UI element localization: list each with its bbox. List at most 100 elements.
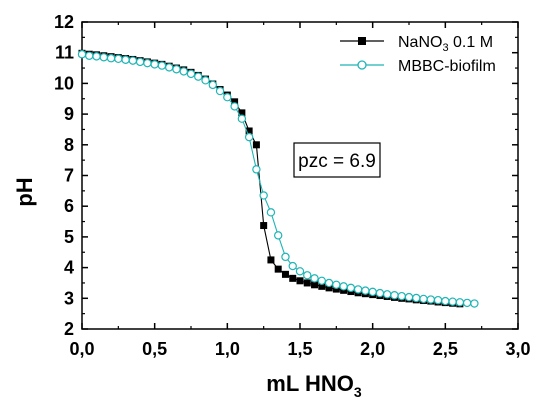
data-point-square: [274, 265, 282, 273]
legend-label-nano3-rest: 0.1 M: [449, 34, 493, 51]
pzc-annotation-text: pzc = 6.9: [298, 151, 376, 172]
y-tick-label: 7: [64, 166, 74, 186]
data-point-circle: [259, 191, 268, 200]
legend-label-nano3-subscript: 3: [442, 42, 448, 54]
data-point-square: [267, 256, 275, 264]
data-point-square: [238, 109, 246, 117]
y-tick-label: 5: [64, 227, 74, 247]
data-point-circle: [441, 296, 450, 306]
data-point-circle: [114, 54, 123, 64]
data-point-circle: [448, 297, 457, 306]
data-point-square: [311, 281, 319, 289]
data-point-circle: [412, 293, 421, 303]
data-point-circle: [281, 252, 290, 262]
data-point-circle: [390, 291, 399, 300]
data-point-circle: [433, 295, 443, 305]
data-point-circle: [121, 55, 130, 64]
y-tick-label: 9: [64, 104, 74, 124]
data-point-circle: [361, 286, 370, 295]
data-point-circle: [230, 102, 239, 111]
data-point-circle: [77, 50, 87, 59]
y-tick-label: 10: [54, 73, 74, 93]
series-nano3: [78, 49, 464, 308]
y-tick-label: 6: [64, 196, 74, 216]
data-point-circle: [164, 63, 174, 72]
legend-entry-mbbc-biofilm: MBBC-biofilm: [340, 58, 496, 75]
data-point-square: [245, 127, 253, 135]
y-tick-label: 8: [64, 135, 74, 155]
data-point-circle: [274, 231, 283, 240]
x-tick-label: 3,0: [505, 339, 530, 359]
data-point-square: [325, 284, 333, 292]
data-point-circle: [353, 285, 363, 294]
legend-marker-filled-square: [358, 37, 366, 45]
data-point-circle: [397, 291, 406, 301]
data-point-circle: [346, 283, 356, 293]
data-point-circle: [99, 53, 109, 62]
data-point-circle: [237, 114, 247, 123]
data-point-square: [303, 279, 311, 287]
data-point-square: [231, 98, 239, 106]
data-point-circle: [106, 54, 116, 63]
series-mbbc-biofilm: [77, 50, 479, 308]
data-point-circle: [128, 56, 138, 65]
data-point-square: [260, 222, 268, 230]
series-line: [81, 52, 460, 305]
x-tick-label: 2,5: [433, 339, 458, 359]
data-point-circle: [172, 65, 181, 74]
data-point-circle: [426, 295, 435, 304]
data-point-circle: [462, 298, 472, 308]
data-point-circle: [295, 267, 305, 276]
data-point-circle: [470, 299, 479, 308]
data-point-circle: [135, 57, 145, 67]
data-point-square: [296, 277, 304, 285]
data-point-circle: [368, 287, 377, 297]
data-point-square: [318, 282, 326, 290]
data-point-circle: [332, 280, 341, 289]
data-point-circle: [310, 274, 319, 283]
data-point-circle: [85, 51, 94, 60]
data-point-circle: [201, 76, 210, 85]
x-tick-label: 1,0: [215, 339, 240, 359]
data-point-circle: [194, 72, 203, 81]
data-point-circle: [157, 61, 167, 70]
data-point-circle: [383, 290, 392, 299]
y-tick-label: 11: [55, 43, 74, 63]
x-tick-label: 1,5: [287, 339, 312, 359]
legend-entry-nano3: NaNO3 0.1 M: [340, 34, 493, 54]
data-point-circle: [143, 58, 152, 68]
data-point-square: [289, 274, 297, 282]
x-axis-label-main: mL HNO: [266, 371, 354, 396]
y-axis-label: pH: [12, 177, 37, 206]
data-point-circle: [419, 294, 428, 304]
data-point-circle: [266, 208, 276, 217]
data-point-circle: [186, 69, 196, 79]
data-point-circle: [455, 298, 465, 307]
axis-ticks: 0,0 0,5 1,0 1,5 2,0 2,5 3,0 2 3 4 5 6 7 8 9 10 11 12: [54, 12, 531, 359]
data-point-circle: [404, 292, 414, 302]
data-point-circle: [179, 67, 188, 76]
x-axis-label-subscript: 3: [354, 384, 362, 398]
data-point-circle: [252, 165, 261, 174]
data-point-circle: [317, 276, 326, 286]
data-point-circle: [215, 86, 225, 96]
x-tick-label: 0,5: [142, 339, 167, 359]
y-tick-label: 2: [64, 319, 74, 339]
data-point-circle: [150, 60, 159, 69]
y-tick-label: 3: [64, 288, 74, 308]
data-point-circle: [92, 52, 101, 61]
y-tick-label: 4: [64, 258, 74, 278]
data-point-circle: [288, 261, 297, 271]
data-point-square: [332, 285, 340, 293]
legend-label-mbbc-biofilm: MBBC-biofilm: [398, 58, 496, 75]
x-tick-label: 0,0: [69, 339, 94, 359]
data-point-circle: [324, 278, 334, 288]
data-point-circle: [244, 132, 254, 142]
data-point-circle: [339, 282, 348, 291]
data-point-circle: [303, 271, 312, 280]
x-axis-label: mL HNO3: [266, 371, 362, 398]
data-point-square: [252, 141, 260, 149]
y-tick-label: 12: [54, 12, 74, 32]
x-tick-label: 2,0: [360, 339, 385, 359]
